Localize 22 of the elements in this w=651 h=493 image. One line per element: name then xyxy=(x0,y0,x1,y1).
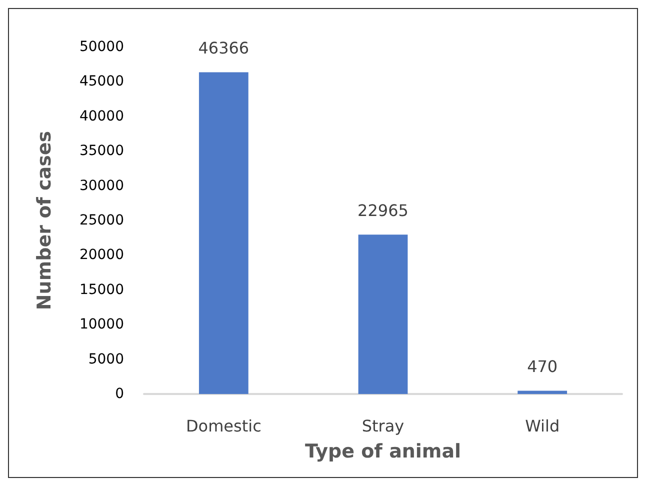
data-label: 46366 xyxy=(198,38,250,58)
x-axis-title: Type of animal xyxy=(304,440,462,462)
bar xyxy=(198,72,248,394)
y-tick-label: 20000 xyxy=(79,247,124,264)
y-tick-label: 10000 xyxy=(79,316,124,333)
x-tick-label: Wild xyxy=(525,416,560,436)
data-label: 470 xyxy=(527,357,558,376)
bar xyxy=(518,390,568,394)
y-tick-label: 35000 xyxy=(79,143,124,160)
y-tick-label: 30000 xyxy=(79,178,124,194)
data-label: 22965 xyxy=(358,201,408,220)
y-tick-label: 45000 xyxy=(79,74,124,90)
y-axis-title: Number of cases xyxy=(34,130,56,310)
x-tick-label: Domestic xyxy=(186,416,262,436)
y-tick-label: 5000 xyxy=(88,351,124,368)
y-tick-label: 0 xyxy=(115,386,124,402)
y-tick-label: 40000 xyxy=(79,108,124,124)
y-tick-label: 15000 xyxy=(79,282,124,298)
bar xyxy=(358,234,408,394)
y-tick-label: 50000 xyxy=(79,39,124,55)
y-tick-label: 25000 xyxy=(79,212,124,228)
x-tick-label: Stray xyxy=(362,416,404,436)
